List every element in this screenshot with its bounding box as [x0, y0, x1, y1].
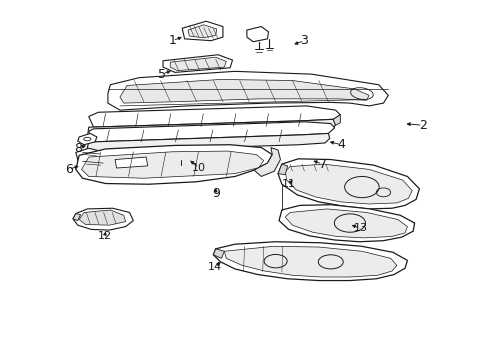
- Polygon shape: [254, 148, 280, 176]
- Polygon shape: [182, 21, 223, 41]
- Polygon shape: [79, 210, 125, 225]
- Polygon shape: [89, 106, 340, 127]
- Polygon shape: [170, 57, 226, 71]
- Polygon shape: [213, 249, 224, 258]
- Text: 2: 2: [418, 119, 426, 132]
- Polygon shape: [76, 145, 272, 184]
- Text: 12: 12: [97, 231, 111, 242]
- Text: 1: 1: [168, 34, 176, 47]
- Text: 4: 4: [337, 138, 345, 151]
- Text: 14: 14: [207, 262, 222, 272]
- Polygon shape: [73, 213, 81, 221]
- Polygon shape: [76, 148, 105, 162]
- Text: 11: 11: [281, 179, 295, 189]
- Polygon shape: [213, 242, 407, 280]
- Polygon shape: [285, 209, 407, 238]
- Polygon shape: [224, 246, 396, 277]
- Text: 9: 9: [211, 187, 219, 200]
- Text: 6: 6: [64, 163, 72, 176]
- Polygon shape: [78, 157, 108, 171]
- Polygon shape: [171, 153, 191, 164]
- Polygon shape: [89, 122, 334, 142]
- Text: 5: 5: [158, 68, 166, 81]
- Text: 7: 7: [318, 158, 326, 171]
- Text: 10: 10: [192, 163, 205, 173]
- Polygon shape: [163, 55, 232, 72]
- Polygon shape: [81, 151, 263, 178]
- Text: 8: 8: [74, 142, 81, 155]
- Polygon shape: [278, 159, 419, 209]
- Polygon shape: [87, 119, 335, 138]
- Polygon shape: [78, 134, 97, 145]
- Polygon shape: [86, 134, 329, 152]
- Polygon shape: [108, 71, 387, 110]
- Polygon shape: [187, 25, 216, 38]
- Text: 3: 3: [300, 34, 308, 47]
- Polygon shape: [278, 164, 287, 175]
- Polygon shape: [279, 205, 414, 242]
- Text: 13: 13: [353, 223, 366, 233]
- Polygon shape: [120, 80, 368, 103]
- Polygon shape: [332, 115, 340, 125]
- Polygon shape: [115, 157, 147, 168]
- Polygon shape: [285, 164, 411, 204]
- Polygon shape: [246, 27, 268, 42]
- Polygon shape: [73, 208, 133, 230]
